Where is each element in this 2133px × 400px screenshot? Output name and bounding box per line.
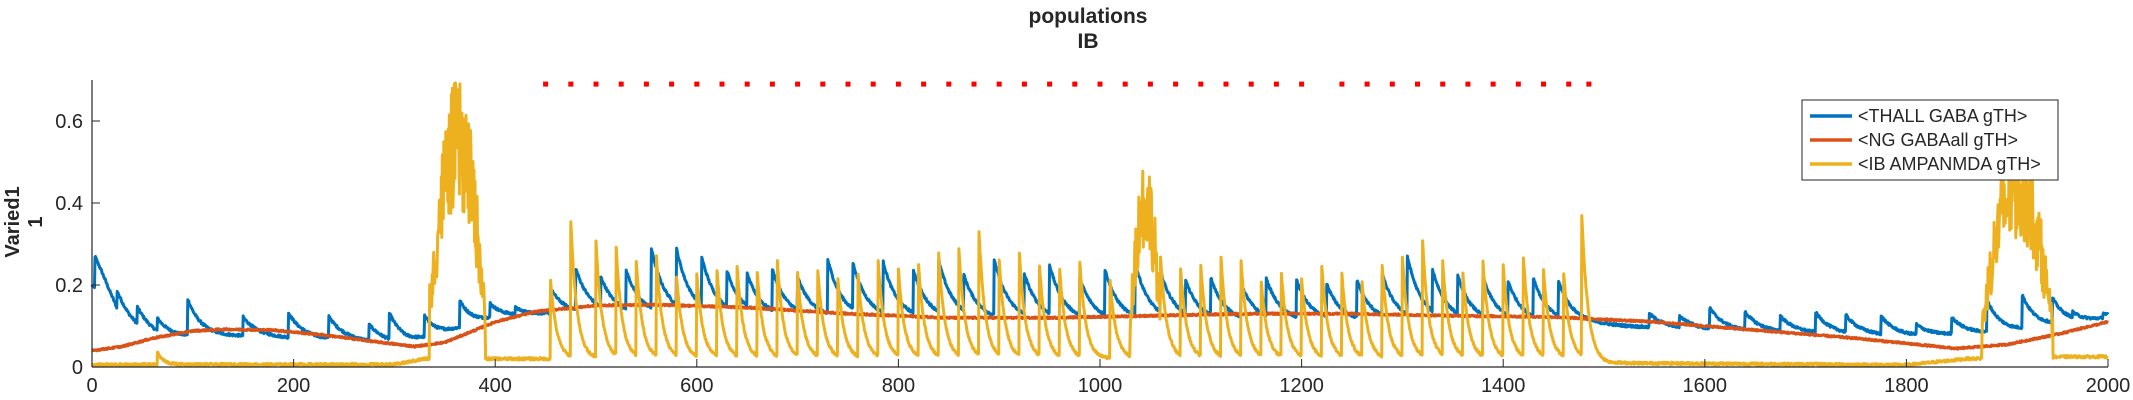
marker-point — [895, 81, 901, 87]
y-axis-label: Varied1 — [2, 186, 24, 257]
x-ticks: 0 200 400 600 800 1000 1200 1400 1600 1800 2000 — [86, 359, 2130, 397]
marker-point — [1465, 81, 1471, 87]
plot-area — [90, 81, 2110, 368]
marker-point — [996, 81, 1002, 87]
marker-layer — [543, 81, 1592, 87]
legend-label-2: <NG GABAall gTH> — [1858, 130, 2018, 150]
marker-point — [568, 81, 574, 87]
y-tick-label: 0 — [72, 357, 83, 379]
x-tick-label: 600 — [680, 375, 713, 397]
marker-point — [1273, 81, 1279, 87]
x-tick-label: 200 — [277, 375, 310, 397]
marker-point — [744, 81, 750, 87]
marker-point — [1541, 81, 1547, 87]
marker-point — [1364, 81, 1370, 87]
marker-point — [1339, 81, 1345, 87]
marker-point — [1047, 81, 1053, 87]
marker-point — [795, 81, 801, 87]
marker-point — [1586, 81, 1592, 87]
marker-point — [719, 81, 725, 87]
series-line-1 — [90, 246, 2110, 343]
legend-label-1: <THALL GABA gTH> — [1858, 106, 2027, 126]
series-layer — [90, 81, 2110, 368]
marker-point — [1490, 81, 1496, 87]
chart-subtitle: IB — [1078, 30, 1099, 53]
marker-point — [870, 81, 876, 87]
marker-point — [643, 81, 649, 87]
x-tick-label: 1400 — [1481, 375, 1526, 397]
axes: 0 200 400 600 800 1000 1200 1400 1600 1800 2000 00… — [55, 80, 2130, 397]
marker-point — [1173, 81, 1179, 87]
marker-point — [946, 81, 952, 87]
legend-entries: <THALL GABA gTH> <NG GABAall gTH> <IB AMPA… — [1810, 106, 2041, 174]
marker-point — [1097, 81, 1103, 87]
series-line-3 — [91, 81, 2109, 368]
y-tick-label: 0.6 — [55, 111, 83, 133]
marker-point — [669, 81, 675, 87]
marker-point — [1515, 81, 1521, 87]
x-tick-label: 1800 — [1884, 375, 1929, 397]
marker-point — [1389, 81, 1395, 87]
y-axis-label-line2: 1 — [25, 216, 47, 227]
marker-point — [1415, 81, 1421, 87]
x-tick-label: 1600 — [1683, 375, 1728, 397]
marker-point — [769, 81, 775, 87]
chart-title: populations — [1029, 5, 1148, 28]
marker-point — [1021, 81, 1027, 87]
x-tick-label: 0 — [86, 375, 97, 397]
marker-point — [1198, 81, 1204, 87]
x-tick-label: 1000 — [1078, 375, 1123, 397]
marker-point — [1223, 81, 1229, 87]
marker-point — [618, 81, 624, 87]
marker-point — [694, 81, 700, 87]
x-tick-label: 2000 — [2086, 375, 2131, 397]
y-ticks: 0 0.2 0.4 0.6 — [55, 111, 100, 379]
marker-point — [971, 81, 977, 87]
marker-point — [1122, 81, 1128, 87]
y-tick-label: 0.2 — [55, 275, 83, 297]
legend[interactable]: <THALL GABA gTH> <NG GABAall gTH> <IB AMPA… — [1801, 99, 2059, 181]
marker-point — [1248, 81, 1254, 87]
x-tick-label: 800 — [882, 375, 915, 397]
x-tick-label: 400 — [479, 375, 512, 397]
marker-point — [1299, 81, 1305, 87]
marker-point — [593, 81, 599, 87]
legend-label-3: <IB AMPANMDA gTH> — [1858, 154, 2041, 174]
marker-point — [1147, 81, 1153, 87]
marker-point — [845, 81, 851, 87]
marker-point — [1566, 81, 1572, 87]
marker-point — [820, 81, 826, 87]
marker-point — [543, 81, 549, 87]
x-tick-label: 1200 — [1279, 375, 1324, 397]
marker-point — [1440, 81, 1446, 87]
marker-point — [921, 81, 927, 87]
y-tick-label: 0.4 — [55, 193, 83, 215]
marker-point — [1072, 81, 1078, 87]
